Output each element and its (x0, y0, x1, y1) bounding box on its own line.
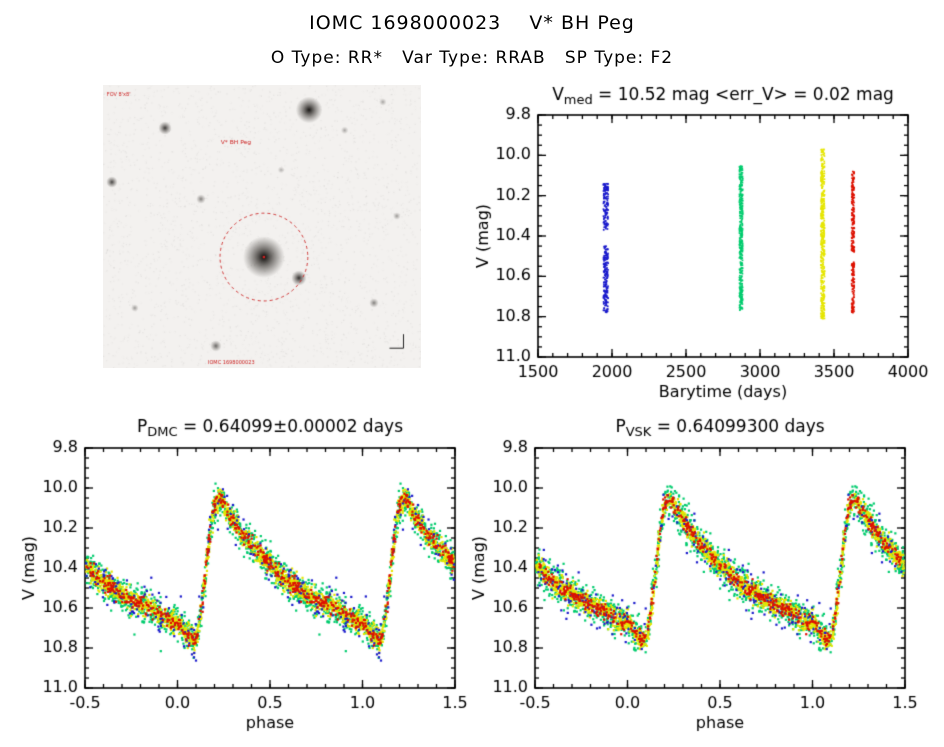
phase-folded-plot-vsk (470, 408, 920, 744)
lightcurve-vs-time-plot (460, 78, 944, 408)
page-subtitle: O Type: RR* Var Type: RRAB SP Type: F2 (270, 48, 674, 68)
finding-chart-image (103, 85, 421, 368)
phase-folded-plot-dmc (20, 408, 470, 744)
page-title: IOMC 1698000023 V* BH Peg (309, 12, 635, 34)
